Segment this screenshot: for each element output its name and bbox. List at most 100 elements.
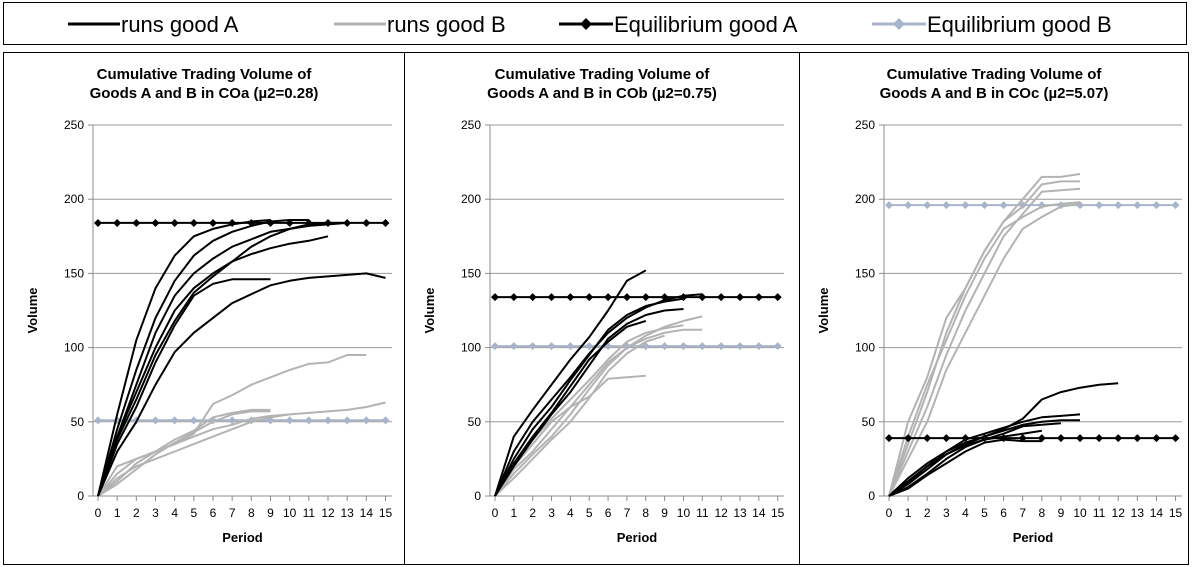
x-tick-label: 0 [886, 506, 893, 520]
eq-a-marker [641, 293, 650, 302]
eq-a-marker [999, 434, 1008, 443]
legend-label: runs good B [387, 12, 506, 37]
y-tick-label: 200 [461, 192, 481, 206]
x-tick-label: 10 [1073, 506, 1087, 520]
series-run-good-b [494, 374, 646, 497]
x-tick-label: 6 [210, 506, 217, 520]
x-tick-label: 13 [340, 506, 354, 520]
chart-title: Cumulative Trading Volume of Goods A and… [4, 65, 404, 103]
eq-a-marker [170, 218, 179, 227]
eq-b-marker [528, 342, 537, 351]
legend-graphic: runs good A runs good B Equilibrium good A… [68, 12, 1112, 37]
eq-a-marker [961, 434, 970, 443]
y-tick-label: 250 [855, 118, 875, 132]
x-tick-label: 3 [548, 506, 555, 520]
series-run-good-a [888, 413, 1081, 497]
chart-title-line-1: Cumulative Trading Volume of [96, 66, 312, 83]
y-tick-label: 200 [855, 192, 875, 206]
eq-a-marker [228, 218, 237, 227]
eq-a-marker [362, 218, 371, 227]
x-axis-title: Period [222, 530, 263, 545]
eq-b-marker [1152, 201, 1161, 210]
chart-title: Cumulative Trading Volume of Goods A and… [800, 65, 1188, 103]
series-run-good-b [494, 324, 684, 497]
series-run-good-b [97, 413, 290, 497]
panel-divider [404, 53, 405, 564]
eq-a-marker [980, 434, 989, 443]
series-run-good-a [97, 221, 348, 497]
x-tick-label: 15 [771, 506, 785, 520]
chart-title-line-2: Goods A and B in COb (µ2=0.75) [487, 85, 717, 102]
eq-b-marker [362, 416, 371, 425]
x-tick-label: 10 [283, 506, 297, 520]
y-tick-label: 150 [855, 266, 875, 280]
y-tick-label: 100 [64, 341, 84, 355]
series-run-good-b [97, 410, 271, 497]
eq-b-marker [773, 342, 782, 351]
eq-a-marker [491, 293, 499, 302]
eq-a-marker [324, 218, 332, 227]
x-tick-label: 7 [624, 506, 631, 520]
eq-b-marker [189, 416, 198, 425]
eq-b-marker [1114, 201, 1123, 210]
y-tick-label: 0 [868, 489, 875, 503]
x-tick-label: 14 [360, 506, 374, 520]
series-run-good-a [888, 429, 1042, 497]
x-tick-label: 5 [190, 506, 197, 520]
eq-a-marker [904, 434, 913, 443]
chart-title-line-1: Cumulative Trading Volume of [886, 66, 1102, 83]
eq-b-marker [585, 342, 594, 351]
x-tick-label: 1 [511, 506, 518, 520]
x-tick-label: 9 [661, 506, 668, 520]
x-axis-title: Period [1013, 530, 1054, 545]
chart-legend: runs good A runs good B Equilibrium good A… [3, 2, 1187, 45]
series-run-good-a [494, 297, 684, 497]
x-tick-label: 7 [229, 506, 236, 520]
x-tick-label: 12 [714, 506, 728, 520]
eq-b-marker [980, 201, 989, 210]
eq-b-marker [170, 416, 179, 425]
eq-a-marker [773, 293, 782, 302]
chart-title-line-2: Goods A and B in COc (µ2=5.07) [879, 85, 1109, 102]
chart-title-line-2: Goods A and B in COa (µ2=0.28) [89, 85, 319, 102]
y-tick-label: 50 [468, 415, 482, 429]
eq-a-marker [679, 293, 688, 302]
eq-b-marker [923, 201, 932, 210]
y-tick-label: 250 [64, 118, 84, 132]
x-tick-label: 8 [248, 506, 255, 520]
series-run-good-a [97, 221, 348, 497]
eq-b-marker [324, 416, 332, 425]
eq-b-marker [904, 201, 913, 210]
y-tick-label: 150 [461, 266, 481, 280]
eq-a-marker [698, 293, 707, 302]
y-tick-label: 50 [862, 415, 876, 429]
eq-a-marker [528, 293, 537, 302]
eq-a-marker [1114, 434, 1123, 443]
eq-b-marker [228, 416, 237, 425]
eq-a-marker [209, 218, 217, 227]
x-tick-label: 5 [981, 506, 988, 520]
series-run-good-b [888, 180, 1080, 497]
x-tick-label: 13 [733, 506, 747, 520]
series-run-good-a [97, 219, 309, 497]
eq-a-marker [132, 218, 141, 227]
chart-title-line-1: Cumulative Trading Volume of [494, 66, 710, 83]
x-tick-label: 4 [171, 506, 178, 520]
x-tick-label: 14 [1150, 506, 1164, 520]
eq-a-marker [754, 293, 763, 302]
y-tick-label: 200 [64, 192, 84, 206]
series-run-good-a [97, 219, 271, 497]
x-tick-label: 13 [1131, 506, 1145, 520]
x-tick-label: 15 [379, 506, 393, 520]
x-tick-label: 9 [1058, 506, 1065, 520]
eq-b-marker [679, 342, 688, 351]
x-tick-label: 2 [529, 506, 536, 520]
eq-a-marker [585, 293, 594, 302]
x-tick-label: 1 [905, 506, 912, 520]
eq-a-marker [660, 293, 669, 302]
x-axis-title: Period [617, 530, 658, 545]
eq-b-marker [754, 342, 763, 351]
y-tick-label: 50 [71, 415, 85, 429]
x-tick-label: 8 [642, 506, 649, 520]
x-tick-label: 11 [1093, 506, 1106, 520]
